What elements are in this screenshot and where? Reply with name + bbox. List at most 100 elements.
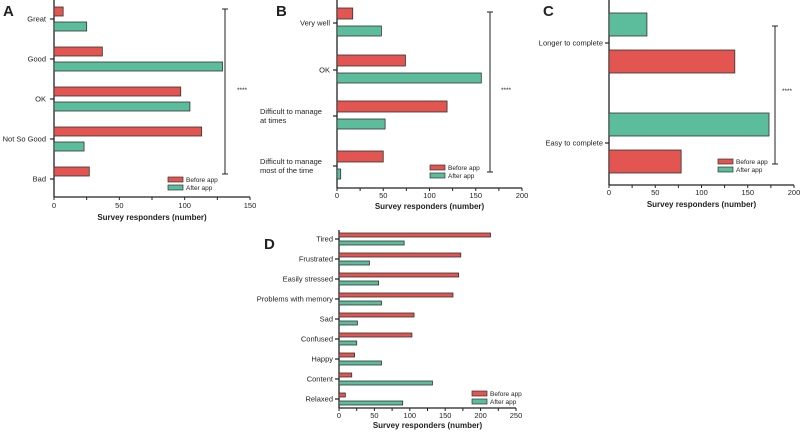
panel-label-d: D	[264, 236, 275, 253]
x-tick-label-d: 250	[510, 411, 523, 420]
x-tick-label-c: 100	[695, 188, 708, 197]
bar-before-d	[338, 372, 353, 378]
category-label-a: OK	[35, 95, 46, 104]
bar-after-b	[336, 168, 342, 180]
significance-stars-c: ****	[782, 88, 793, 95]
bar-after-a	[53, 141, 85, 152]
bar-after-b	[336, 118, 386, 130]
category-label-b: Difficult to manage at times	[260, 107, 322, 125]
bar-before-a	[53, 86, 182, 97]
legend-label-after-a: After app	[186, 185, 213, 192]
bar-after-b	[336, 72, 482, 84]
legend-swatch-after-d	[471, 398, 488, 405]
significance-stars-a: ****	[237, 87, 248, 94]
legend-swatch-after-a	[167, 184, 184, 191]
bar-before-a	[53, 6, 64, 17]
x-axis-title-c: Survey responders (number)	[647, 200, 757, 209]
legend-swatch-before-b	[429, 164, 446, 171]
bar-before-b	[336, 150, 384, 163]
bar-before-b	[336, 7, 354, 20]
category-label-a: Great	[27, 15, 47, 24]
significance-stars-b: ****	[501, 87, 512, 94]
bar-before-a	[53, 166, 90, 177]
bar-after-d	[338, 280, 380, 286]
panel-label-b: B	[276, 3, 287, 20]
x-tick-label-b: 100	[423, 191, 436, 200]
x-axis-title-b: Survey responders (number)	[375, 202, 485, 211]
x-tick-label-c: 0	[607, 188, 611, 197]
bar-before-b	[336, 100, 448, 113]
panel-label-a: A	[3, 3, 14, 20]
legend-label-before-a: Before app	[186, 177, 218, 184]
legend-label-before-c: Before app	[736, 159, 768, 166]
category-label-b: Difficult to manage most of the time	[260, 157, 322, 175]
bar-before-d	[338, 292, 454, 298]
bar-after-a	[53, 61, 223, 72]
bar-after-d	[338, 400, 404, 406]
bar-after-a	[53, 101, 191, 112]
category-label-a: Bad	[33, 175, 46, 184]
legend-swatch-before-c	[717, 158, 734, 165]
x-tick-label-a: 0	[52, 201, 56, 210]
bar-after-d	[338, 380, 433, 386]
category-label-d: Tired	[316, 235, 333, 244]
category-label-a: Good	[28, 55, 46, 64]
bar-before-d	[338, 272, 460, 278]
bar-after-d	[338, 340, 358, 346]
bar-after-c	[608, 12, 648, 37]
bar-before-c	[608, 149, 682, 174]
x-tick-label-b: 200	[516, 191, 529, 200]
legend-swatch-before-a	[167, 176, 184, 183]
category-label-b: OK	[319, 66, 330, 75]
legend-swatch-before-d	[471, 390, 488, 397]
category-label-c: Longer to complete	[539, 39, 603, 48]
category-label-d: Happy	[311, 355, 333, 364]
x-tick-label-c: 200	[788, 188, 800, 197]
legend-label-after-b: After app	[448, 173, 475, 180]
x-tick-label-b: 150	[469, 191, 482, 200]
x-tick-label-d: 0	[337, 411, 341, 420]
legend-label-after-d: After app	[490, 399, 517, 406]
x-tick-label-d: 150	[439, 411, 452, 420]
x-tick-label-a: 50	[115, 201, 123, 210]
category-label-d: Relaxed	[305, 395, 333, 404]
bar-after-d	[338, 240, 405, 246]
bar-after-d	[338, 360, 382, 366]
x-tick-label-b: 50	[379, 191, 387, 200]
bar-before-d	[338, 352, 355, 358]
bar-before-d	[338, 392, 346, 398]
x-axis-title-d: Survey responders (number)	[373, 421, 483, 430]
x-tick-label-d: 100	[404, 411, 417, 420]
x-tick-label-c: 50	[651, 188, 659, 197]
bar-before-d	[338, 332, 413, 338]
x-tick-label-d: 50	[370, 411, 378, 420]
category-label-c: Easy to complete	[545, 139, 603, 148]
category-label-d: Content	[307, 375, 334, 384]
bar-before-b	[336, 54, 406, 67]
x-tick-label-a: 100	[178, 201, 191, 210]
legend-swatch-after-b	[429, 172, 446, 179]
legend-label-before-d: Before app	[490, 391, 522, 398]
bar-before-c	[608, 49, 736, 74]
category-label-d: Sad	[320, 315, 333, 324]
bar-after-a	[53, 21, 88, 32]
bar-before-d	[338, 252, 462, 258]
x-tick-label-a: 150	[244, 201, 257, 210]
x-tick-label-d: 200	[474, 411, 487, 420]
legend-swatch-after-c	[717, 166, 734, 173]
bar-after-b	[336, 25, 382, 37]
category-label-d: Easily stressed	[283, 275, 333, 284]
bar-after-d	[338, 260, 370, 266]
bar-after-c	[608, 112, 770, 137]
bar-after-d	[338, 320, 358, 326]
x-tick-label-c: 150	[741, 188, 754, 197]
category-label-d: Confused	[301, 335, 333, 344]
panel-label-c: C	[543, 3, 554, 20]
category-label-d: Frustrated	[299, 255, 333, 264]
legend-label-after-c: After app	[736, 167, 763, 174]
bar-before-a	[53, 46, 103, 57]
category-label-d: Problems with memory	[257, 295, 334, 304]
bar-before-d	[338, 312, 415, 318]
legend-label-before-b: Before app	[448, 165, 480, 172]
